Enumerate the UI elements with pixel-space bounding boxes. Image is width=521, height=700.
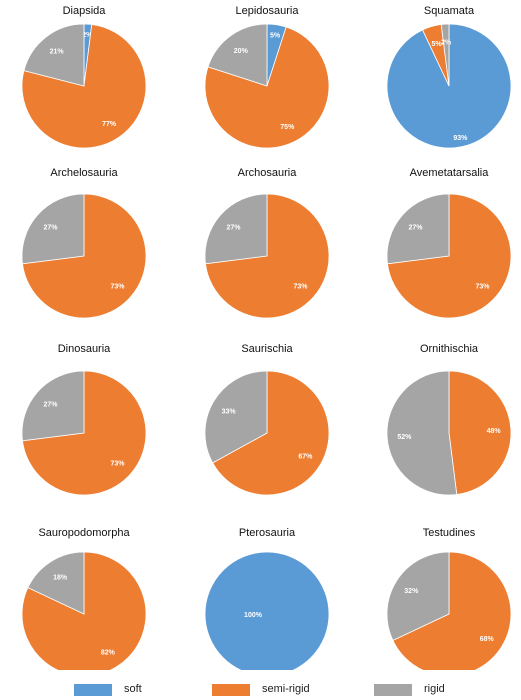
legend-label-soft: soft (124, 683, 142, 695)
pie-data-label-testudines-rigid: 32% (404, 588, 419, 595)
pie-slice-diapsida-rigid (23, 23, 85, 87)
pie-slice-saurischia-semi-rigid (212, 370, 330, 496)
pie-data-label-sauropodomorpha-semi-rigid: 82% (101, 650, 116, 657)
pie-title-archelosauria: Archelosauria (50, 167, 118, 179)
pie-title-pterosauria: Pterosauria (239, 527, 296, 539)
pie-data-label-pterosauria-soft: 100% (244, 612, 263, 619)
pie-data-label-saurischia-rigid: 33% (222, 408, 237, 415)
pie-data-label-ornithischia-semi-rigid: 48% (487, 428, 502, 435)
pie-title-ornithischia: Ornithischia (420, 343, 479, 355)
legend-swatch-soft (74, 684, 112, 696)
legend: soft semi-rigid rigid (0, 680, 521, 700)
pie-title-archosauria: Archosauria (238, 167, 298, 179)
pie-data-label-dinosauria-semi-rigid: 73% (110, 461, 125, 468)
pie-data-label-squamata-rigid: 2% (441, 39, 452, 46)
legend-swatch-semi-rigid (212, 684, 250, 696)
pie-slice-archosauria-rigid (204, 193, 268, 265)
pie-data-label-saurischia-semi-rigid: 67% (298, 454, 313, 461)
pie-slice-avemetatarsalia-rigid (386, 193, 450, 265)
pie-data-label-diapsida-soft: 2% (82, 32, 93, 39)
pie-title-dinosauria: Dinosauria (58, 343, 111, 355)
pie-slice-testudines-semi-rigid (392, 551, 512, 670)
pie-slice-squamata-rigid (440, 23, 450, 87)
pie-charts-canvas: Diapsida 2% 77% 21% Lepidosauria 5% 75% 20% Squa… (21, 5, 512, 670)
pie-data-label-archelosauria-semi-rigid: 73% (110, 284, 125, 291)
pie-slice-testudines-rigid (386, 551, 450, 641)
legend-label-semi-rigid: semi-rigid (262, 683, 310, 695)
pie-title-avemetatarsalia: Avemetatarsalia (410, 167, 490, 179)
pie-title-lepidosauria: Lepidosauria (236, 5, 300, 17)
pie-slice-lepidosauria-rigid (207, 23, 268, 87)
pie-data-label-archelosauria-rigid: 27% (43, 225, 58, 232)
pie-slice-dinosauria-rigid (21, 370, 85, 442)
pie-data-label-sauropodomorpha-rigid: 18% (53, 574, 68, 581)
pie-data-label-dinosauria-rigid: 27% (43, 402, 58, 409)
pie-slice-saurischia-rigid (204, 370, 268, 464)
pie-data-label-lepidosauria-soft: 5% (270, 33, 281, 40)
pie-slice-pterosauria-soft (204, 551, 330, 670)
pie-data-label-archosauria-semi-rigid: 73% (293, 284, 308, 291)
legend-swatch-rigid (374, 684, 412, 696)
pie-slice-ornithischia-rigid (386, 370, 458, 496)
pie-slice-lepidosauria-semi-rigid (204, 26, 330, 149)
pie-slice-archelosauria-rigid (21, 193, 85, 265)
pie-data-label-ornithischia-rigid: 52% (397, 434, 412, 441)
pie-data-label-archosauria-rigid: 27% (226, 225, 241, 232)
pie-title-sauropodomorpha: Sauropodomorpha (38, 527, 130, 539)
pie-data-label-diapsida-semi-rigid: 77% (102, 121, 117, 128)
pie-data-label-avemetatarsalia-semi-rigid: 73% (475, 284, 490, 291)
pie-data-label-squamata-semi-rigid: 5% (431, 41, 442, 48)
pie-data-label-avemetatarsalia-rigid: 27% (408, 225, 423, 232)
pie-data-label-diapsida-rigid: 21% (50, 49, 65, 56)
pie-slice-sauropodomorpha-rigid (27, 551, 85, 615)
pie-data-label-squamata-soft: 93% (453, 135, 468, 142)
pie-data-label-lepidosauria-semi-rigid: 75% (280, 124, 295, 131)
pie-data-label-lepidosauria-rigid: 20% (234, 48, 249, 55)
pie-title-saurischia: Saurischia (241, 343, 293, 355)
pie-title-testudines: Testudines (423, 527, 476, 539)
pie-title-diapsida: Diapsida (63, 5, 107, 17)
pie-data-label-testudines-semi-rigid: 68% (480, 636, 495, 643)
pie-slice-ornithischia-semi-rigid (448, 370, 512, 495)
pie-title-squamata: Squamata (424, 5, 475, 17)
legend-label-rigid: rigid (424, 683, 445, 695)
